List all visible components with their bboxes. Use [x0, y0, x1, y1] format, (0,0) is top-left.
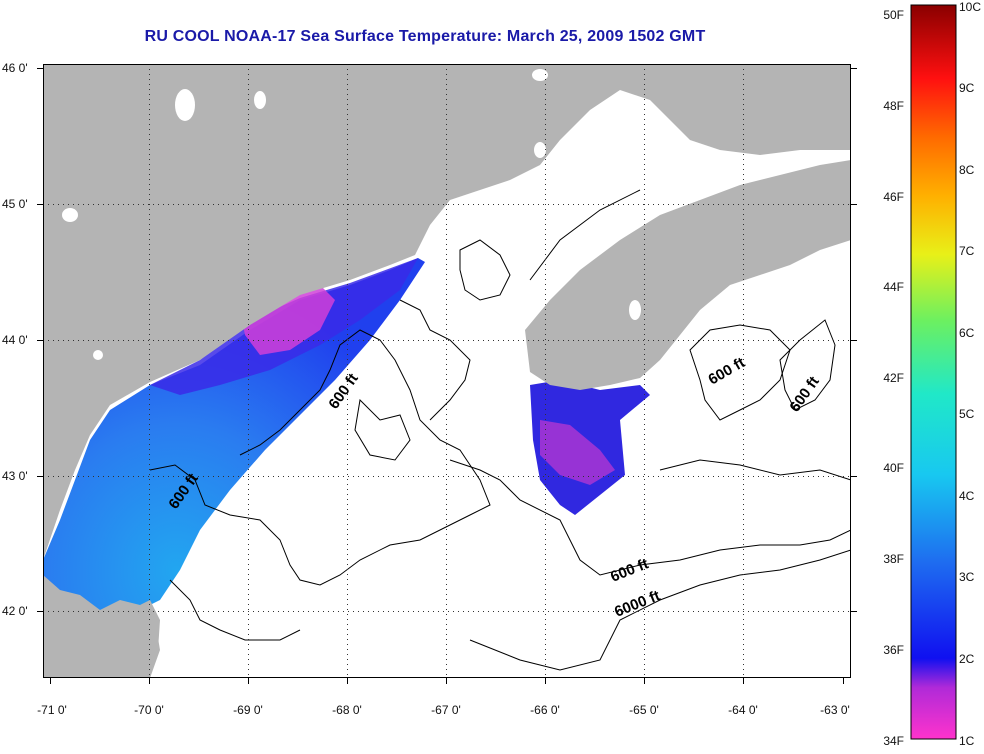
lon-label: -63 0'	[820, 703, 850, 717]
lat-label: 42 0'	[2, 604, 28, 618]
longitude-labels: -71 0' -70 0' -69 0' -68 0' -67 0' -66 0…	[37, 703, 850, 717]
sst-nova-scotia-cold	[540, 420, 615, 485]
colorbar-f-label: 50F	[883, 8, 904, 22]
colorbar-c-label: 9C	[959, 81, 975, 95]
land-maine-newbrunswick	[43, 64, 851, 560]
colorbar-f-label: 46F	[883, 190, 904, 204]
colorbar-c-label: 2C	[959, 652, 975, 666]
colorbar-f-label: 48F	[883, 99, 904, 113]
colorbar-c-labels: 10C 9C 8C 7C 6C 5C 4C 3C 2C 1C	[959, 0, 981, 748]
lon-label: -71 0'	[37, 703, 67, 717]
lat-label: 46 0'	[2, 61, 28, 75]
chart-title: RU COOL NOAA-17 Sea Surface Temperature:…	[144, 28, 706, 45]
colorbar-c-label: 8C	[959, 163, 975, 177]
land-nova-scotia	[525, 160, 851, 390]
colorbar-f-label: 40F	[883, 461, 904, 475]
colorbar-c-label: 10C	[959, 0, 981, 14]
lon-label: -70 0'	[134, 703, 164, 717]
axis-ticks	[37, 68, 857, 684]
colorbar-c-label: 3C	[959, 570, 975, 584]
lon-label: -64 0'	[728, 703, 758, 717]
land-cape-cod	[43, 575, 160, 678]
sst-western-gulf	[43, 258, 425, 675]
colorbar-c-label: 1C	[959, 734, 975, 748]
colorbar-f-label: 34F	[883, 734, 904, 748]
plot-frame	[43, 64, 851, 678]
land-cape-cod-hook	[140, 600, 160, 650]
colorbar-c-label: 7C	[959, 244, 975, 258]
bathymetry-contours	[149, 189, 851, 671]
colorbar-f-label: 38F	[883, 552, 904, 566]
colorbar-f-label: 36F	[883, 643, 904, 657]
lat-label: 44 0'	[2, 333, 28, 347]
colorbar-f-label: 44F	[883, 280, 904, 294]
lon-label: -69 0'	[233, 703, 263, 717]
lon-label: -66 0'	[530, 703, 560, 717]
colorbar-c-label: 5C	[959, 407, 975, 421]
colorbar-f-label: 42F	[883, 371, 904, 385]
colorbar-c-label: 6C	[959, 326, 975, 340]
latitude-labels: 46 0' 45 0' 44 0' 43 0' 42 0'	[2, 61, 28, 618]
inland-lakes	[62, 69, 641, 360]
lat-label: 43 0'	[2, 469, 28, 483]
colorbar	[910, 4, 957, 740]
lat-label: 45 0'	[2, 197, 28, 211]
colorbar-f-labels: 50F 48F 46F 44F 42F 40F 38F 36F 34F	[883, 8, 904, 748]
lon-label: -67 0'	[431, 703, 461, 717]
lon-label: -65 0'	[629, 703, 659, 717]
lon-label: -68 0'	[332, 703, 362, 717]
colorbar-c-label: 4C	[959, 489, 975, 503]
